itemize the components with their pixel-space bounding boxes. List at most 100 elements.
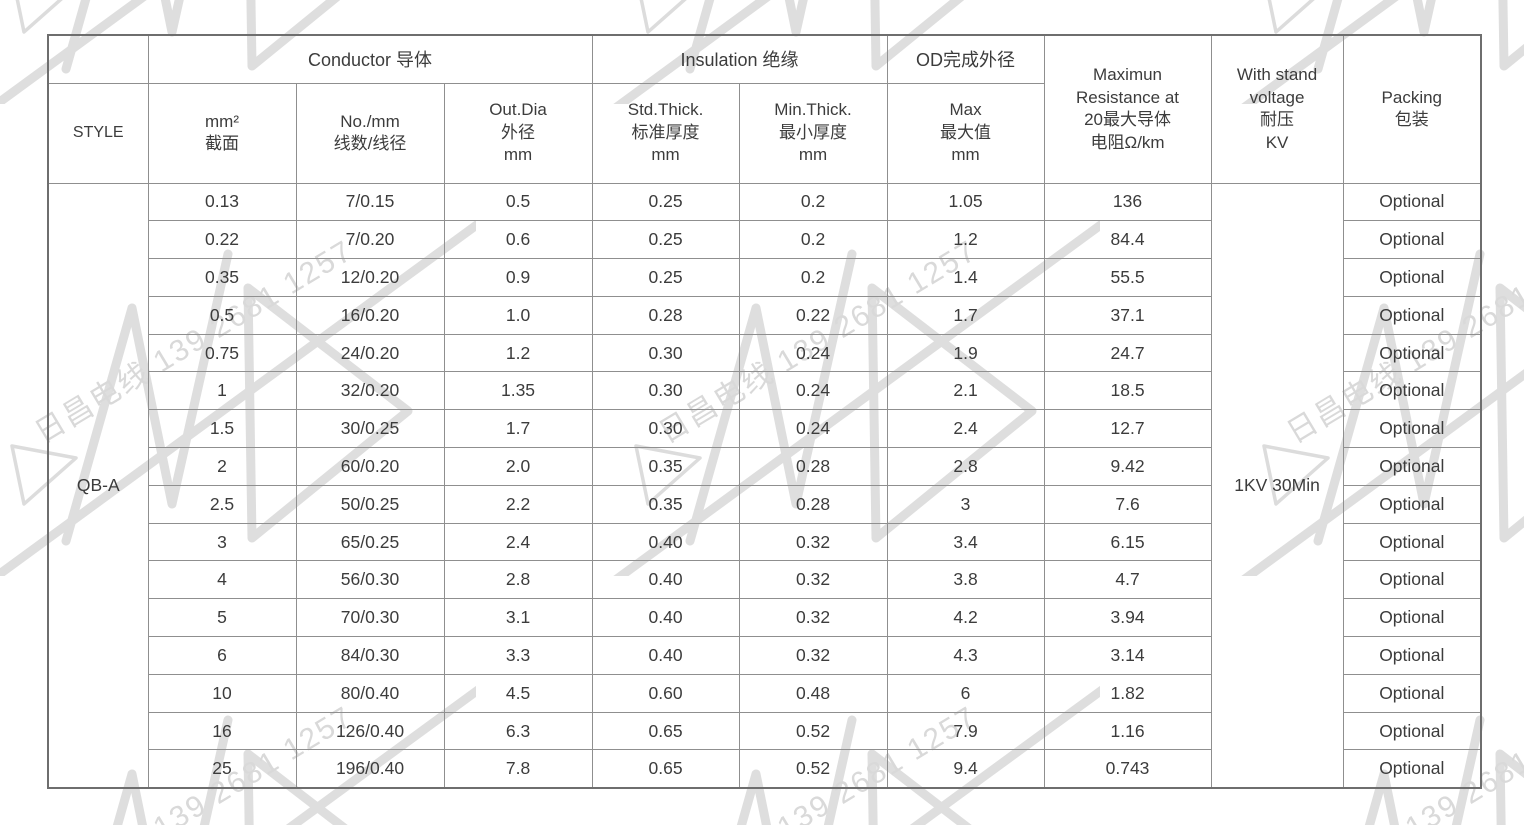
style-header-spacer bbox=[47, 34, 149, 84]
resistance-header-line: Maximun bbox=[1093, 65, 1163, 85]
cell-max-od: 9.4 bbox=[886, 749, 1045, 789]
cell-max-od: 1.4 bbox=[886, 258, 1045, 297]
cell-stdthick: 0.25 bbox=[591, 220, 740, 260]
stdthick-header: Std.Thick. 标准厚度 mm bbox=[591, 82, 740, 184]
cell-outdia: 4.5 bbox=[443, 673, 593, 713]
cell-no-mm: 56/0.30 bbox=[295, 560, 445, 600]
cell-no-mm: 7/0.20 bbox=[295, 220, 445, 260]
cell-stdthick: 0.65 bbox=[591, 711, 740, 751]
cell-resistance: 3.14 bbox=[1043, 636, 1212, 675]
conductor-group-header: Conductor 导体 bbox=[147, 34, 593, 84]
cell-minthick: 0.52 bbox=[738, 749, 888, 789]
cell-stdthick: 0.65 bbox=[591, 749, 740, 789]
cell-minthick: 0.52 bbox=[738, 711, 888, 751]
outdia-header: Out.Dia 外径 mm bbox=[443, 82, 593, 184]
cell-resistance: 0.743 bbox=[1043, 749, 1212, 789]
cell-stdthick: 0.30 bbox=[591, 333, 740, 373]
cell-minthick: 0.32 bbox=[738, 636, 888, 675]
max-od-header: Max 最大值 mm bbox=[886, 82, 1045, 184]
cell-max-od: 3.8 bbox=[886, 560, 1045, 600]
resistance-header-line: 20最大导体 bbox=[1084, 110, 1171, 130]
table-row: 3 65/0.25 2.4 0.40 0.32 3.4 6.15 Optional bbox=[48, 522, 1482, 562]
cell-outdia: 3.3 bbox=[443, 636, 593, 675]
cell-resistance: 12.7 bbox=[1043, 409, 1212, 449]
cell-minthick: 0.2 bbox=[738, 182, 888, 222]
cell-outdia: 2.0 bbox=[443, 447, 593, 486]
cell-mm2: 16 bbox=[147, 711, 297, 751]
cell-resistance: 3.94 bbox=[1043, 598, 1212, 638]
mm2-header-line: 截面 bbox=[205, 134, 239, 153]
cell-mm2: 25 bbox=[147, 749, 297, 789]
cell-resistance: 24.7 bbox=[1043, 333, 1212, 373]
cell-outdia: 2.8 bbox=[443, 560, 593, 600]
cell-stdthick: 0.28 bbox=[591, 295, 740, 335]
table-row: 4 56/0.30 2.8 0.40 0.32 3.8 4.7 Optional bbox=[48, 560, 1482, 600]
cell-mm2: 0.75 bbox=[147, 333, 297, 373]
table-row: 1.5 30/0.25 1.7 0.30 0.24 2.4 12.7 Optional bbox=[48, 409, 1482, 449]
cell-minthick: 0.32 bbox=[738, 560, 888, 600]
cell-packing: Optional bbox=[1342, 749, 1482, 789]
cell-resistance: 9.42 bbox=[1043, 447, 1212, 486]
cell-mm2: 0.5 bbox=[147, 295, 297, 335]
cell-mm2: 10 bbox=[147, 673, 297, 713]
resistance-header-line: Resistance at bbox=[1076, 87, 1180, 107]
stdthick-header-line: 标准厚度 bbox=[631, 122, 700, 142]
cell-resistance: 1.16 bbox=[1043, 711, 1212, 751]
cell-mm2: 0.13 bbox=[147, 182, 297, 222]
cell-resistance: 7.6 bbox=[1043, 484, 1212, 524]
cell-minthick: 0.24 bbox=[738, 333, 888, 373]
no-mm-header-line: No./mm bbox=[340, 111, 400, 131]
cell-max-od: 2.1 bbox=[886, 371, 1045, 411]
cell-packing: Optional bbox=[1342, 560, 1482, 600]
packing-header-line: Packing bbox=[1381, 87, 1443, 107]
cell-packing: Optional bbox=[1342, 598, 1482, 638]
cell-mm2: 1 bbox=[147, 371, 297, 411]
cell-max-od: 2.8 bbox=[886, 447, 1045, 486]
cell-stdthick: 0.35 bbox=[591, 447, 740, 486]
style-value-cell: QB-A bbox=[47, 182, 149, 789]
cell-stdthick: 0.25 bbox=[591, 182, 740, 222]
cell-outdia: 1.2 bbox=[443, 333, 593, 373]
cell-max-od: 2.4 bbox=[886, 409, 1045, 449]
table-row: 0.5 16/0.20 1.0 0.28 0.22 1.7 37.1 Optional bbox=[48, 295, 1482, 335]
cell-packing: Optional bbox=[1342, 484, 1482, 524]
cell-no-mm: 80/0.40 bbox=[295, 673, 445, 713]
cell-packing: Optional bbox=[1342, 673, 1482, 713]
cell-no-mm: 65/0.25 bbox=[295, 522, 445, 562]
voltage-value-cell: 1KV 30Min bbox=[1210, 182, 1344, 789]
cell-max-od: 1.05 bbox=[886, 182, 1045, 222]
cell-packing: Optional bbox=[1342, 295, 1482, 335]
cell-mm2: 0.22 bbox=[147, 220, 297, 260]
insulation-group-header: Insulation 绝缘 bbox=[591, 34, 888, 84]
cell-resistance: 55.5 bbox=[1043, 258, 1212, 297]
cell-max-od: 4.3 bbox=[886, 636, 1045, 675]
cell-no-mm: 24/0.20 bbox=[295, 333, 445, 373]
table-row: 2 60/0.20 2.0 0.35 0.28 2.8 9.42 Optional bbox=[48, 447, 1482, 486]
cell-max-od: 6 bbox=[886, 673, 1045, 713]
no-mm-header: No./mm 线数/线径 bbox=[295, 82, 445, 184]
cell-no-mm: 32/0.20 bbox=[295, 371, 445, 411]
style-header: STYLE bbox=[47, 82, 149, 184]
cell-packing: Optional bbox=[1342, 258, 1482, 297]
mm2-header: mm² 截面 bbox=[147, 82, 297, 184]
cell-packing: Optional bbox=[1342, 371, 1482, 411]
cell-packing: Optional bbox=[1342, 711, 1482, 751]
cell-mm2: 5 bbox=[147, 598, 297, 638]
cell-outdia: 0.9 bbox=[443, 258, 593, 297]
stdthick-header-line: Std.Thick. bbox=[627, 100, 704, 120]
cell-mm2: 4 bbox=[147, 560, 297, 600]
cell-outdia: 6.3 bbox=[443, 711, 593, 751]
table-body: QB-A 0.13 7/0.15 0.5 0.25 0.2 1.05 136 1KV 30Min… bbox=[47, 182, 1482, 789]
minthick-header-line: 最小厚度 bbox=[779, 122, 848, 142]
cell-no-mm: 84/0.30 bbox=[295, 636, 445, 675]
withstand-voltage-header: With stand voltage 耐压 KV bbox=[1210, 34, 1344, 184]
cell-stdthick: 0.40 bbox=[591, 636, 740, 675]
voltage-header-line: KV bbox=[1265, 132, 1289, 152]
cell-mm2: 1.5 bbox=[147, 409, 297, 449]
cell-outdia: 0.5 bbox=[443, 182, 593, 222]
cell-packing: Optional bbox=[1342, 409, 1482, 449]
cell-no-mm: 12/0.20 bbox=[295, 258, 445, 297]
table-row: 2.5 50/0.25 2.2 0.35 0.28 3 7.6 Optional bbox=[48, 484, 1482, 524]
table-row: 16 126/0.40 6.3 0.65 0.52 7.9 1.16 Optional bbox=[48, 711, 1482, 751]
voltage-header-line: voltage bbox=[1249, 87, 1305, 107]
